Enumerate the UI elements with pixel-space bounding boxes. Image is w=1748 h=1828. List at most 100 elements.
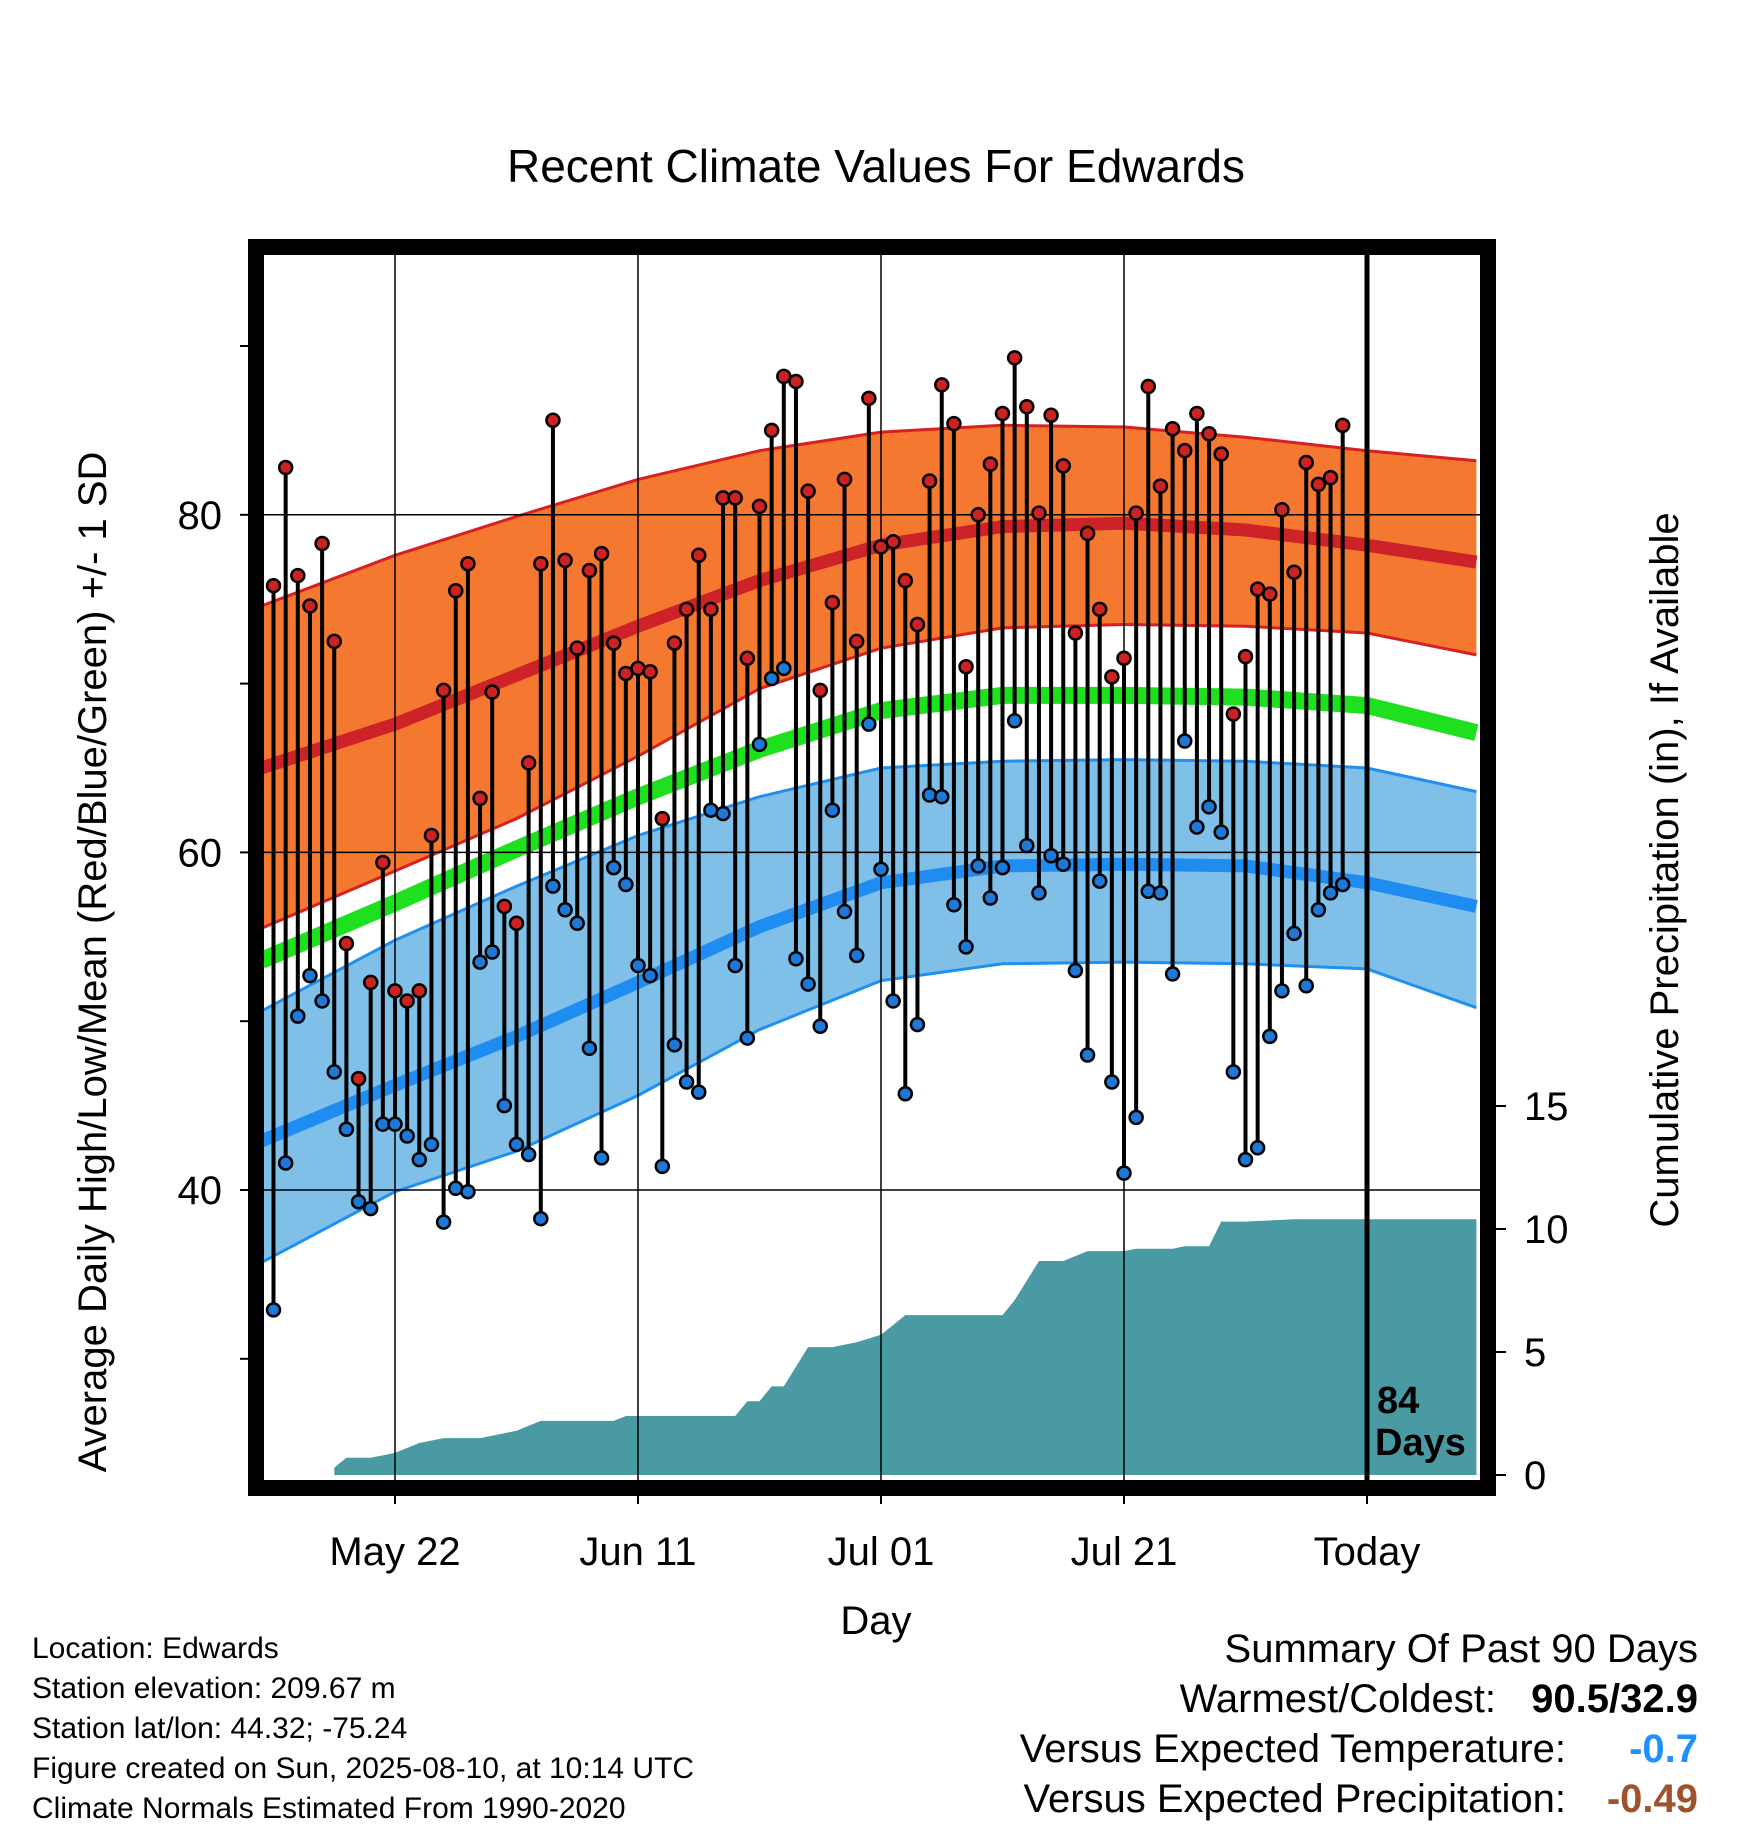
daily-high-point bbox=[423, 827, 440, 844]
daily-low-point bbox=[739, 1030, 756, 1046]
daily-high-point bbox=[350, 1070, 367, 1087]
summary-warmest-coldest-label: Warmest/Coldest: bbox=[1180, 1677, 1496, 1721]
daily-high-point bbox=[557, 552, 573, 569]
daily-low-point bbox=[763, 670, 780, 687]
daily-low-point bbox=[533, 1210, 549, 1227]
daily-low-point bbox=[314, 993, 330, 1009]
daily-low-point bbox=[338, 1121, 355, 1137]
daily-high-point bbox=[1116, 650, 1132, 667]
daily-low-point bbox=[921, 787, 938, 803]
daily-low-point bbox=[934, 788, 950, 805]
daily-low-point bbox=[581, 1040, 598, 1056]
daily-high-point bbox=[1128, 505, 1144, 521]
daily-high-point bbox=[958, 658, 974, 675]
daily-low-point bbox=[508, 1136, 525, 1153]
daily-low-point bbox=[1348, 0, 1361, 7]
daily-low-point bbox=[265, 1302, 282, 1318]
daily-high-point bbox=[314, 535, 330, 552]
daily-low-point bbox=[958, 939, 974, 955]
daily-high-point bbox=[1019, 399, 1035, 415]
daily-low-point bbox=[1310, 902, 1327, 918]
daily-low-point bbox=[1322, 885, 1339, 901]
x-tick-label: Jul 01 bbox=[828, 1530, 935, 1574]
x-tick-label: May 22 bbox=[329, 1530, 460, 1574]
daily-high-point bbox=[520, 755, 537, 771]
daily-high-point bbox=[691, 547, 707, 564]
x-tick-label: Today bbox=[1314, 1530, 1421, 1574]
daily-low-point bbox=[1055, 856, 1071, 872]
daily-low-point bbox=[1334, 876, 1351, 893]
daily-low-point bbox=[290, 1008, 306, 1024]
daily-low-point bbox=[1237, 1151, 1254, 1168]
daily-high-point bbox=[897, 572, 914, 589]
daily-low-point bbox=[520, 1146, 537, 1163]
y-axis-label: Average Daily High/Low/Mean (Red/Blue/Gr… bbox=[71, 452, 115, 1473]
daily-low-point bbox=[970, 858, 986, 874]
daily-low-point bbox=[387, 1116, 403, 1132]
daily-low-point bbox=[994, 859, 1011, 876]
y2-tick-label: 0 bbox=[1524, 1454, 1546, 1498]
daily-high-point bbox=[277, 459, 294, 476]
x-axis: May 22 Jun 11 Jul 01 Jul 21 Today bbox=[329, 1488, 1420, 1574]
daily-high-point bbox=[800, 483, 816, 499]
daily-high-point bbox=[654, 810, 671, 827]
daily-low-point bbox=[326, 1064, 342, 1080]
daily-high-point bbox=[1140, 378, 1157, 395]
y2-tick-label: 15 bbox=[1524, 1085, 1569, 1129]
daily-low-point bbox=[727, 957, 743, 974]
daily-high-point bbox=[727, 490, 743, 506]
daily-low-point bbox=[1091, 873, 1108, 889]
daily-high-point bbox=[1298, 454, 1314, 471]
daily-low-point bbox=[1177, 733, 1193, 749]
daily-low-point bbox=[1019, 837, 1035, 854]
daily-high-point bbox=[812, 682, 828, 699]
daily-high-point bbox=[265, 577, 282, 594]
daily-high-point bbox=[703, 601, 719, 618]
daily-high-point bbox=[302, 598, 318, 614]
y-axis-right: 0 5 10 15 bbox=[1488, 1085, 1569, 1498]
daily-low-point bbox=[836, 903, 853, 920]
daily-high-point bbox=[399, 993, 415, 1009]
daily-high-point bbox=[1286, 564, 1302, 580]
daily-low-point bbox=[1361, 0, 1374, 7]
daily-low-point bbox=[557, 902, 573, 918]
daily-low-point bbox=[982, 890, 999, 906]
daily-high-point bbox=[593, 545, 610, 562]
daily-high-point bbox=[921, 473, 938, 489]
daily-low-point bbox=[776, 660, 792, 677]
daily-high-point bbox=[1079, 525, 1096, 542]
footer-location: Location: Edwards bbox=[32, 1632, 279, 1665]
daily-high-point bbox=[569, 640, 585, 656]
daily-high-point bbox=[994, 405, 1011, 422]
daily-high-point bbox=[411, 983, 428, 999]
daily-low-point bbox=[1128, 1109, 1144, 1126]
daily-low-point bbox=[302, 967, 318, 984]
daily-high-point bbox=[605, 635, 622, 651]
daily-high-point bbox=[387, 983, 403, 999]
daily-low-point bbox=[873, 861, 889, 878]
daily-high-point bbox=[1274, 501, 1290, 518]
summary-warmest-coldest-value: 90.5/32.9 bbox=[1531, 1677, 1698, 1721]
daily-low-point bbox=[691, 1084, 707, 1100]
daily-low-point bbox=[605, 859, 622, 876]
footer-latlon: Station lat/lon: 44.32; -75.24 bbox=[32, 1712, 407, 1745]
daily-low-point bbox=[1164, 966, 1181, 982]
daily-high-point bbox=[460, 556, 476, 572]
daily-low-point bbox=[460, 1183, 476, 1200]
daily-high-point bbox=[909, 616, 926, 633]
daily-high-point bbox=[1262, 586, 1278, 602]
daily-high-point bbox=[739, 650, 756, 667]
daily-low-point bbox=[666, 1037, 683, 1053]
daily-high-point bbox=[375, 854, 391, 871]
daily-high-point bbox=[448, 583, 464, 599]
x-axis-label: Day bbox=[840, 1599, 911, 1643]
precipitation-layer bbox=[334, 1219, 1477, 1475]
daily-high-point bbox=[836, 471, 853, 488]
today-days-label: Days bbox=[1375, 1422, 1466, 1464]
daily-high-point bbox=[934, 377, 950, 393]
daily-low-point bbox=[545, 878, 561, 894]
daily-low-point bbox=[812, 1018, 828, 1035]
daily-high-point bbox=[1201, 426, 1217, 442]
daily-low-point bbox=[1067, 962, 1084, 979]
